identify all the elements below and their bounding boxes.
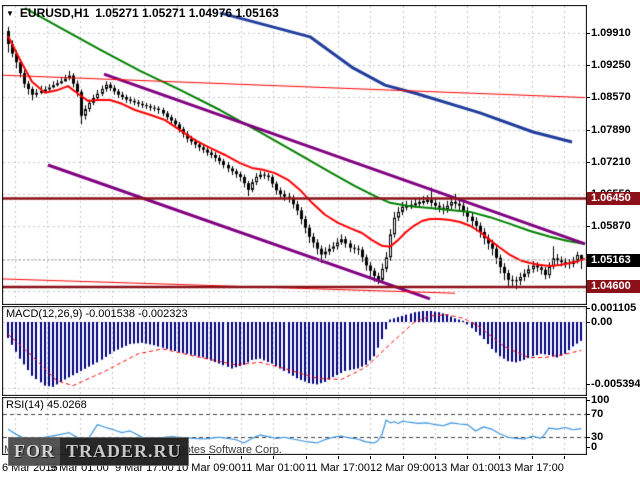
- time-axis-label: 13 Mar 01:00: [435, 462, 500, 474]
- level-price-badge: 1.04600: [587, 280, 640, 294]
- rsi-axis-label: 0: [586, 441, 597, 453]
- current-price-badge: 1.05163: [587, 253, 640, 267]
- macd-indicator-chart[interactable]: [2, 306, 587, 396]
- time-axis-tick: [435, 456, 436, 459]
- rsi-axis-label: 30: [586, 431, 603, 443]
- ohlc-values: 1.05271 1.05271 1.04976 1.05163: [95, 6, 279, 20]
- watermark-part2: TRADER.RU: [60, 438, 188, 465]
- time-axis-tick: [209, 456, 210, 459]
- price-axis-label: 1.08570: [586, 91, 631, 103]
- time-axis-label: 11 Mar 01:00: [241, 462, 306, 474]
- time-axis-tick: [499, 456, 500, 459]
- time-axis-tick: [306, 456, 307, 459]
- time-axis-tick: [370, 456, 371, 459]
- axis-tick: [586, 64, 590, 66]
- macd-axis-label: 0.00: [586, 316, 612, 328]
- axis-tick: [586, 226, 590, 228]
- price-axis-label: 1.07890: [586, 124, 631, 136]
- main-price-chart[interactable]: [2, 5, 587, 305]
- rsi-label: RSI(14) 45.0268: [6, 399, 87, 411]
- axis-tick: [586, 162, 590, 164]
- chart-title: ▼ EURUSD,H1 1.05271 1.05271 1.04976 1.05…: [6, 6, 279, 20]
- axis-tick: [586, 97, 590, 99]
- time-axis-tick: [273, 456, 274, 459]
- level-price-badge: 1.06450: [587, 192, 640, 205]
- price-axis-label: 1.05870: [586, 220, 631, 232]
- symbol-period-label: EURUSD,H1: [19, 6, 90, 20]
- time-axis-tick: [241, 456, 242, 459]
- macd-label: MACD(12,26,9) -0.001538 -0.002323: [6, 308, 188, 320]
- price-axis-label: 1.09250: [586, 59, 631, 71]
- time-axis-tick: [467, 456, 468, 459]
- time-axis-label: 10 Mar 09:00: [176, 462, 241, 474]
- symbol-dropdown-icon[interactable]: ▼: [6, 8, 14, 18]
- fortrader-watermark: FOR TRADER.RU: [8, 437, 189, 466]
- time-axis-tick: [338, 456, 339, 459]
- time-axis-label: 12 Mar 09:00: [370, 462, 435, 474]
- time-axis-label: 13 Mar 17:00: [499, 462, 564, 474]
- time-axis-tick: [564, 456, 565, 459]
- macd-axis-label: -0.005394: [586, 378, 640, 390]
- rsi-axis-label: 100: [586, 394, 609, 406]
- watermark-part1: FOR: [9, 438, 60, 465]
- macd-axis-label: 0.001105: [586, 302, 636, 314]
- rsi-axis-label: 70: [586, 408, 603, 420]
- axis-tick: [586, 33, 590, 34]
- time-axis-tick: [532, 456, 533, 459]
- time-axis-tick: [403, 456, 404, 459]
- axis-tick: [586, 129, 590, 131]
- price-axis-label: 1.07210: [586, 156, 631, 168]
- time-axis-label: 11 Mar 17:00: [306, 462, 371, 474]
- price-axis-label: 1.09910: [586, 27, 631, 39]
